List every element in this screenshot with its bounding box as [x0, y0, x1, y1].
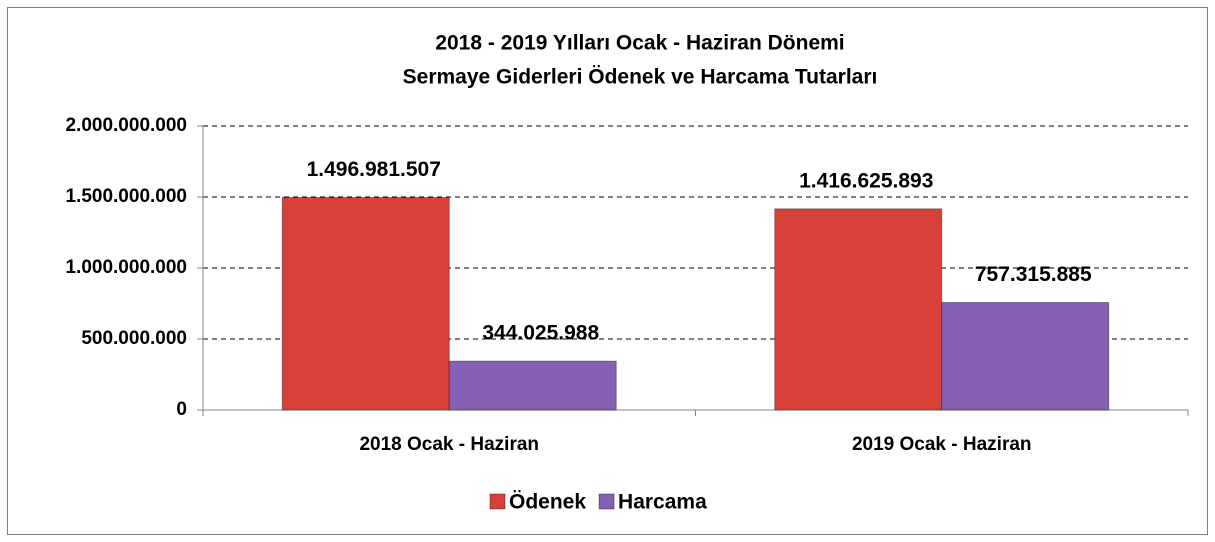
value-label: 344.025.988 — [482, 322, 599, 345]
value-label: 1.496.981.507 — [307, 158, 441, 181]
legend-label: Ödenek — [509, 491, 586, 514]
y-tick-label: 1.500.000.000 — [65, 186, 187, 207]
value-label: 757.315.885 — [975, 263, 1092, 286]
bar — [281, 196, 450, 411]
bar — [774, 208, 943, 411]
x-tick-label: 2019 Ocak - Haziran — [852, 434, 1032, 455]
y-tick-label: 1.000.000.000 — [65, 257, 187, 278]
chart-title: 2018 - 2019 Yılları Ocak - Haziran Dönem… — [435, 32, 844, 55]
value-label: 1.416.625.893 — [799, 169, 933, 192]
y-tick-label: 2.000.000.000 — [65, 115, 187, 136]
y-tick-label: 500.000.000 — [81, 328, 187, 349]
legend-swatch — [598, 493, 615, 510]
legend-swatch — [489, 493, 506, 510]
x-tick-label: 2018 Ocak - Haziran — [359, 434, 539, 455]
chart-subtitle: Sermaye Giderleri Ödenek ve Harcama Tuta… — [403, 66, 878, 89]
bar — [941, 301, 1110, 411]
bar — [448, 360, 617, 411]
y-tick-label: 0 — [176, 399, 187, 420]
legend-label: Harcama — [618, 491, 707, 514]
chart-border — [7, 7, 1208, 535]
